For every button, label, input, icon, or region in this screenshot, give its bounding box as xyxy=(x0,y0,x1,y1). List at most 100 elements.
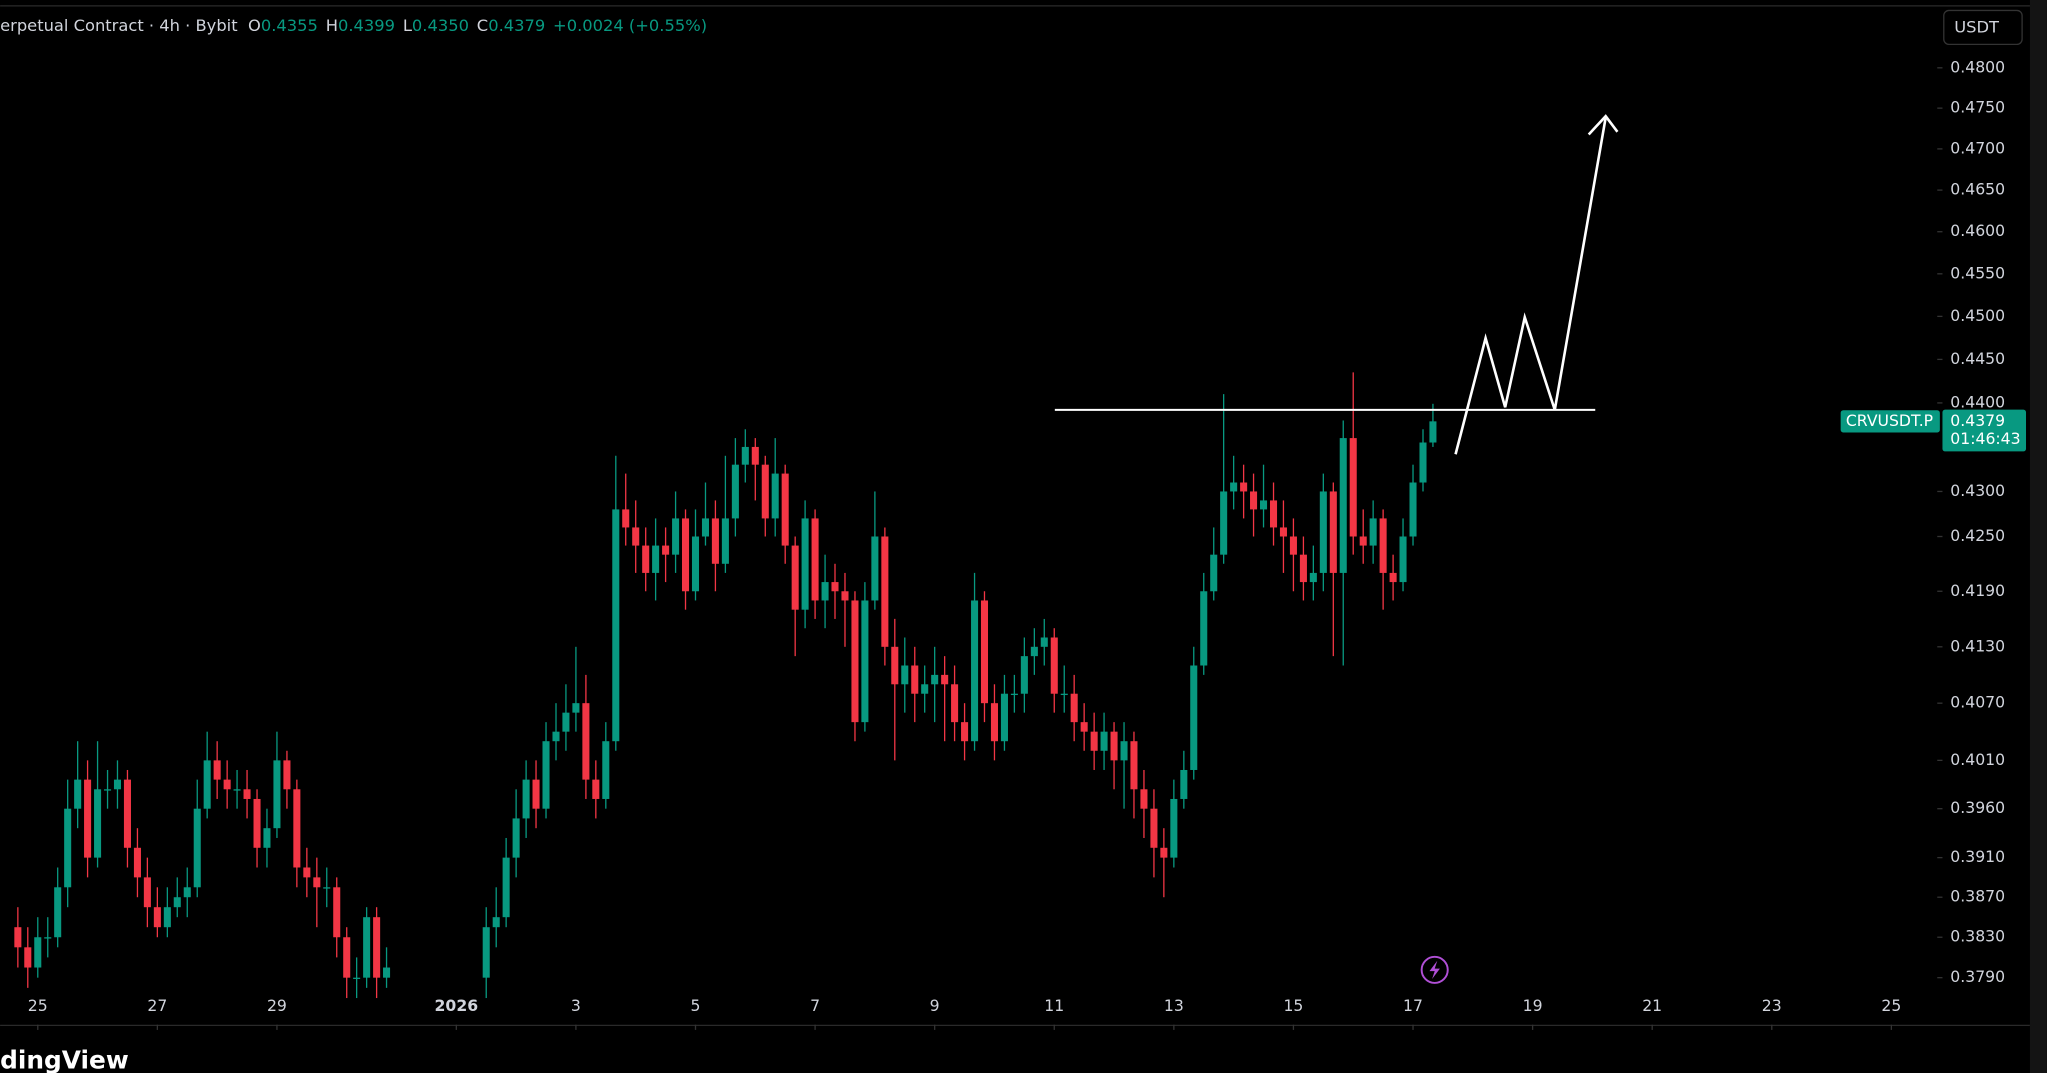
candle-body xyxy=(163,907,171,928)
y-tick-label: 0.4500 xyxy=(1950,306,2005,325)
candle-body xyxy=(672,518,680,555)
currency-button-label[interactable]: USDT xyxy=(1954,18,1999,37)
y-tick-label: 0.3790 xyxy=(1950,967,2005,986)
y-tick-label: 0.3910 xyxy=(1950,847,2005,866)
candle-body xyxy=(771,473,779,519)
y-tick-label: 0.4650 xyxy=(1950,180,2005,199)
y-tick-label: 0.4130 xyxy=(1950,636,2005,655)
candle-body xyxy=(313,877,321,888)
candle-body xyxy=(1309,572,1317,583)
candle-body xyxy=(113,779,122,790)
candle-body xyxy=(84,779,92,858)
candle-body xyxy=(652,545,660,573)
candle-body xyxy=(642,545,650,573)
candle-body xyxy=(243,789,251,799)
legend-field-label: L xyxy=(403,16,412,35)
legend-text: erpetual Contract · 4h · Bybit xyxy=(0,16,237,35)
candle-body xyxy=(1200,591,1208,666)
candle-body xyxy=(781,473,789,546)
candle-body xyxy=(1319,491,1327,573)
x-tick-label: 13 xyxy=(1164,996,1184,1015)
y-tick-label: 0.4190 xyxy=(1950,581,2005,600)
currency-button[interactable] xyxy=(1943,9,2023,46)
candle-body xyxy=(1050,637,1058,694)
x-tick-label: 15 xyxy=(1283,996,1303,1015)
candle-body xyxy=(1240,482,1248,492)
candle-body xyxy=(263,828,271,848)
candle-body xyxy=(871,536,879,601)
x-tick-label: 11 xyxy=(1044,996,1064,1015)
lightning xyxy=(1429,960,1440,980)
candle-body xyxy=(1329,491,1337,573)
y-tick-label: 0.4300 xyxy=(1950,481,2005,500)
candle-body xyxy=(24,947,32,968)
candle-body xyxy=(123,779,131,848)
candle-body xyxy=(1379,518,1387,573)
event-icon[interactable] xyxy=(1420,955,1449,984)
x-tick-label: 27 xyxy=(147,996,167,1015)
y-tick-label: 0.3830 xyxy=(1950,927,2005,946)
candle-body xyxy=(273,760,281,829)
candle-body xyxy=(143,877,151,908)
legend-field-label: C xyxy=(477,16,488,35)
candle-body xyxy=(1389,572,1397,583)
candle-body xyxy=(54,887,62,938)
x-tick-label: 25 xyxy=(1881,996,1901,1015)
legend-field-value: 0.4399 xyxy=(338,16,395,35)
candle-body xyxy=(1250,491,1258,510)
candle-body xyxy=(1060,693,1068,696)
candle-body xyxy=(323,887,331,889)
candle-body xyxy=(691,536,700,592)
candle-body xyxy=(1010,693,1018,696)
candle-body xyxy=(383,967,391,978)
candle-body xyxy=(373,917,381,978)
candle-body xyxy=(831,582,839,592)
x-tick-label: 3 xyxy=(571,996,581,1015)
candle-body xyxy=(1180,769,1188,799)
candle-body xyxy=(552,731,560,742)
footer-brand: dingView xyxy=(0,1045,129,1073)
price-tag xyxy=(1942,409,2027,452)
candle-body xyxy=(532,779,540,809)
candle-body xyxy=(1000,693,1008,742)
arrow-head xyxy=(1587,114,1619,136)
candle-body xyxy=(821,582,829,601)
y-tick-label: 0.4550 xyxy=(1950,263,2005,282)
legend-field-label: O xyxy=(248,16,261,35)
candle-body xyxy=(1040,637,1048,647)
candle-body xyxy=(582,703,590,780)
candle-body xyxy=(34,937,42,968)
candle-body xyxy=(562,712,570,732)
candle-body xyxy=(1299,554,1307,583)
candle-body xyxy=(841,591,849,601)
candle-body xyxy=(711,518,719,564)
x-tick-label: 5 xyxy=(691,996,701,1015)
candle-body xyxy=(1289,536,1297,555)
candle-body xyxy=(701,518,710,537)
candle-body xyxy=(980,600,989,704)
candle-body xyxy=(1120,741,1128,761)
candle-body xyxy=(911,665,919,694)
candle-body xyxy=(1409,482,1417,537)
y-tick-label: 0.3870 xyxy=(1950,887,2005,906)
candle-body xyxy=(353,977,361,979)
projection-path xyxy=(1454,117,1607,455)
candle-body xyxy=(1140,789,1148,809)
y-tick-label: 0.4400 xyxy=(1950,392,2005,411)
candle-body xyxy=(572,703,580,713)
candle-body xyxy=(1269,500,1278,528)
symbol-tag xyxy=(1840,410,1940,433)
candle-body xyxy=(1429,421,1437,443)
candle-body xyxy=(502,857,510,918)
candle-body xyxy=(1369,518,1377,546)
x-tick-label: 9 xyxy=(930,996,940,1015)
candle-body xyxy=(901,665,909,685)
candle-body xyxy=(1100,731,1108,751)
candle-body xyxy=(951,684,959,723)
y-tick-label: 0.4450 xyxy=(1950,349,2005,368)
countdown: 01:46:43 xyxy=(1950,429,2020,448)
candle-body xyxy=(961,722,969,742)
candle-body xyxy=(1349,438,1357,537)
legend-field-value: 0.4355 xyxy=(261,16,318,35)
candle-body xyxy=(173,897,181,908)
